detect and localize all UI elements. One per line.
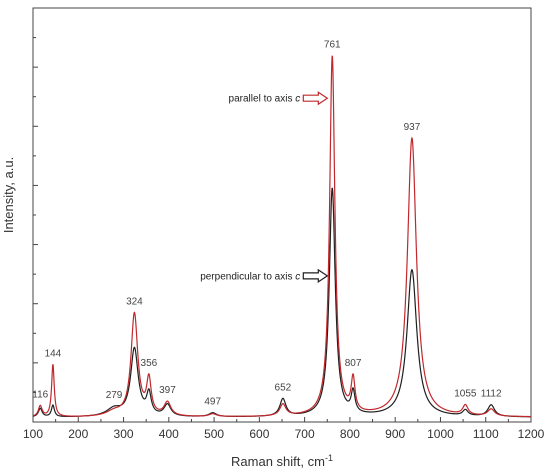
peak-label-652: 652 — [275, 382, 292, 393]
peak-label-937: 937 — [404, 122, 421, 133]
x-tick-label: 900 — [385, 427, 405, 441]
peak-label-116: 116 — [32, 389, 48, 400]
peak-label-1112: 1112 — [481, 389, 502, 400]
x-tick-label: 200 — [68, 427, 88, 441]
x-tick-label: 400 — [159, 427, 179, 441]
x-axis-title-superscript: -1 — [325, 453, 333, 463]
x-tick-label: 100 — [23, 427, 43, 441]
peak-label-761: 761 — [324, 40, 341, 51]
x-tick-label: 300 — [114, 427, 134, 441]
peak-label-144: 144 — [45, 348, 62, 359]
peak-label-497: 497 — [204, 397, 221, 408]
x-tick-label: 600 — [249, 427, 269, 441]
annotation-label-axis: c — [295, 271, 300, 282]
x-axis-title-text: Raman shift, cm — [231, 454, 325, 469]
peak-labels: 116 144 279 324 356 397 497 652 761 807 937 1055 111… — [32, 40, 502, 408]
x-tick-label: 1000 — [427, 427, 454, 441]
annotation-label: parallel to axis c — [229, 94, 301, 105]
x-tick-label: 700 — [295, 427, 315, 441]
annotation-label-prefix: parallel to axis — [229, 94, 296, 105]
series-line-parallel — [32, 55, 532, 418]
peak-label-397: 397 — [159, 385, 176, 396]
plot-border — [32, 7, 532, 423]
x-tick-label: 1200 — [518, 427, 545, 441]
y-axis-title: Intensity, a.u. — [1, 157, 16, 233]
plot-frame — [32, 7, 532, 423]
annotation-arrow — [302, 268, 329, 284]
series-layer — [32, 55, 532, 418]
peak-label-807: 807 — [345, 358, 362, 369]
peak-label-1055: 1055 — [454, 388, 477, 399]
annotation-label-axis: c — [295, 94, 300, 105]
y-axis-ticks — [33, 7, 38, 423]
x-axis-title: Raman shift, cm-1 — [231, 453, 333, 469]
annotation-label-prefix: perpendicular to axis — [200, 271, 295, 282]
peak-label-324: 324 — [126, 296, 143, 307]
x-tick-label: 500 — [204, 427, 224, 441]
peak-label-279: 279 — [106, 390, 123, 401]
annotation-arrow — [302, 91, 329, 106]
annotation-label: perpendicular to axis c — [200, 271, 300, 282]
x-axis-ticks: 100 200 300 400 500 600 700 800 900 1000 1100 1200 — [23, 417, 545, 441]
x-tick-label: 800 — [340, 427, 360, 441]
series-line-perpendicular — [32, 187, 532, 418]
peak-label-356: 356 — [141, 358, 158, 369]
x-tick-label: 1100 — [473, 427, 499, 441]
